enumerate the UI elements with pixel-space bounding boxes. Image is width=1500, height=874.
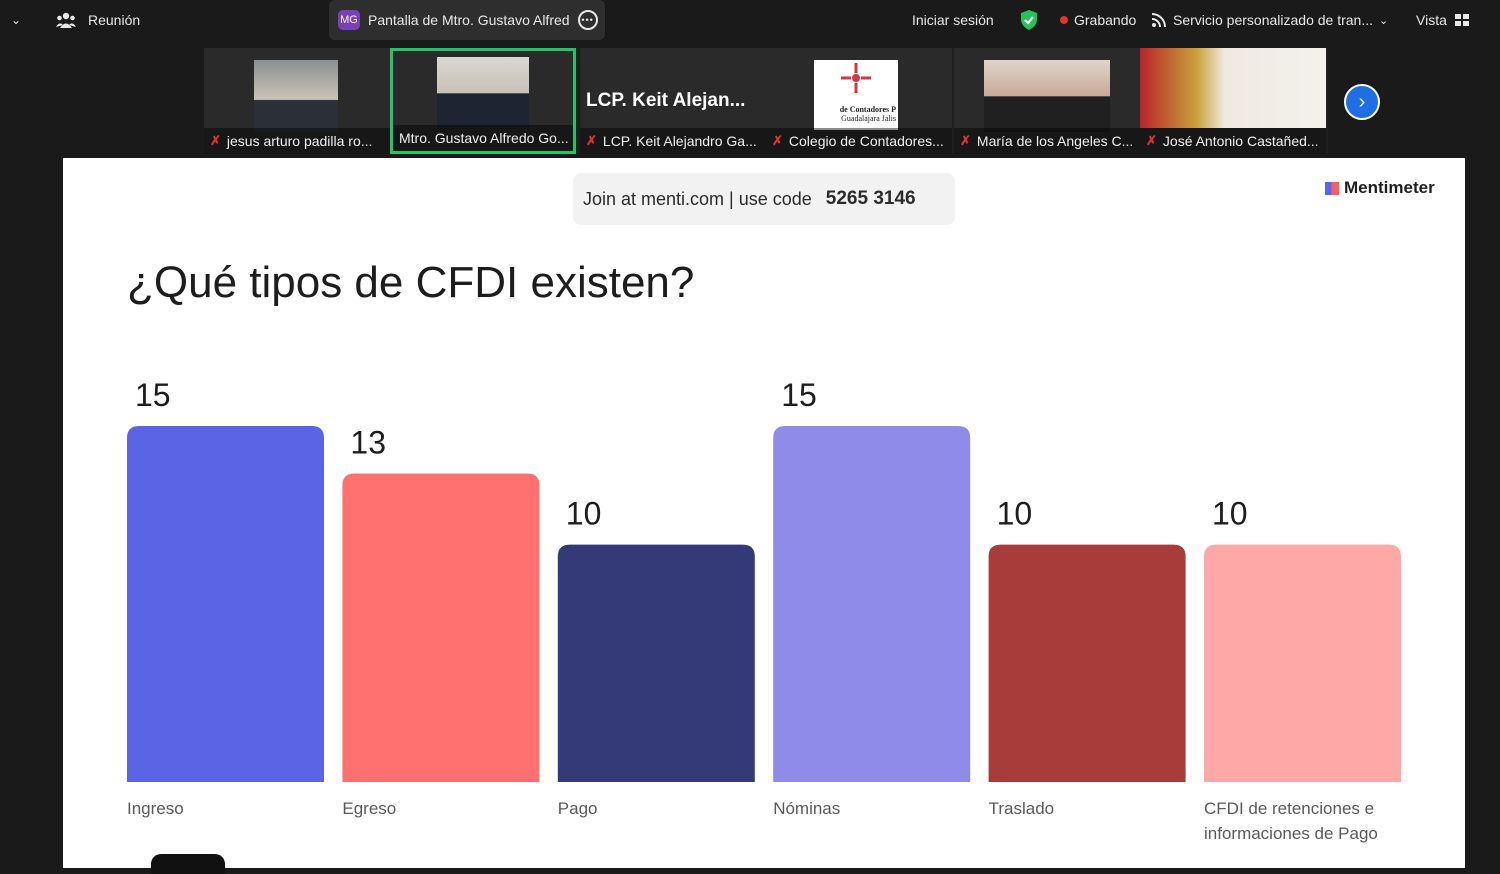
muted-mic-icon: ✗ bbox=[1146, 133, 1157, 148]
category-label: Traslado bbox=[988, 799, 1055, 818]
view-label: Vista bbox=[1416, 12, 1447, 28]
muted-mic-icon: ✗ bbox=[586, 133, 597, 148]
bar-traslado bbox=[988, 544, 1186, 782]
participant-tile-active-speaker[interactable]: Mtro. Gustavo Alfredo Go... bbox=[390, 48, 576, 154]
meeting-info-button[interactable]: Reunión bbox=[56, 0, 140, 40]
meeting-label: Reunión bbox=[88, 12, 141, 28]
category-label: Egreso bbox=[342, 799, 397, 818]
participant-tile[interactable]: ✗ María de los Angeles C... bbox=[954, 48, 1140, 154]
muted-mic-icon: ✗ bbox=[960, 133, 971, 148]
category-label: Ingreso bbox=[127, 799, 184, 818]
bar-value-label: 10 bbox=[997, 496, 1033, 532]
participant-name: Colegio de Contadores... bbox=[788, 133, 944, 149]
participant-video bbox=[984, 60, 1110, 132]
bar-ingreso bbox=[127, 426, 324, 782]
logo-text: de Contadores P bbox=[839, 105, 896, 114]
recording-dot-icon bbox=[1060, 16, 1068, 24]
join-text: Join at menti.com | use code bbox=[583, 188, 812, 209]
bar-value-label: 15 bbox=[135, 377, 171, 413]
question-title: ¿Qué tipos de CFDI existen? bbox=[127, 258, 695, 307]
organization-logo: de Contadores P Guadalajara Jalis bbox=[814, 60, 898, 130]
recording-label: Grabando bbox=[1074, 12, 1137, 28]
participant-name-bar: ✗ María de los Angeles C... bbox=[954, 128, 1140, 154]
chevron-down-icon[interactable]: ⌄ bbox=[10, 13, 22, 27]
broadcast-icon bbox=[1151, 13, 1166, 28]
sign-in-label: Iniciar sesión bbox=[912, 12, 994, 28]
view-menu-button[interactable]: Vista bbox=[1416, 0, 1469, 40]
bar-n-minas bbox=[773, 426, 971, 782]
participant-video bbox=[254, 60, 338, 132]
participant-tile[interactable]: LCP. Keit Alejan... ✗ LCP. Keit Alejandro… bbox=[580, 48, 766, 154]
grid-view-icon bbox=[1454, 14, 1469, 26]
participant-tile[interactable]: ✗ José Antonio Castañed... bbox=[1140, 48, 1326, 154]
bar-cfdi-de-retenciones-e-informaciones-de-pago bbox=[1204, 544, 1401, 782]
security-shield-icon[interactable] bbox=[1018, 0, 1040, 40]
more-options-icon[interactable]: ••• bbox=[577, 10, 598, 30]
sharer-avatar: MG bbox=[338, 10, 360, 30]
brand-name: Mentimeter bbox=[1344, 178, 1435, 197]
bar-egreso bbox=[342, 473, 540, 782]
muted-mic-icon: ✗ bbox=[772, 133, 783, 148]
bar-pago bbox=[557, 544, 755, 782]
participant-name: María de los Angeles C... bbox=[976, 133, 1134, 149]
meeting-topbar: ⌄ Reunión MG Pantalla de Mtro. Gustavo A… bbox=[0, 0, 1500, 40]
shared-slide: Join at menti.com | use code 5265 3146 M… bbox=[63, 158, 1465, 874]
sign-in-button[interactable]: Iniciar sesión bbox=[912, 0, 994, 40]
category-label: Pago bbox=[557, 799, 598, 818]
bar-value-label: 10 bbox=[1212, 496, 1248, 532]
recording-indicator[interactable]: Grabando bbox=[1060, 0, 1136, 40]
service-label: Servicio personalizado de tran... bbox=[1173, 12, 1373, 28]
chevron-right-icon: › bbox=[1358, 90, 1366, 113]
participant-name: LCP. Keit Alejandro Ga... bbox=[602, 133, 757, 149]
participant-tile[interactable]: ✗ jesus arturo padilla ro... bbox=[204, 48, 390, 154]
category-label: Nóminas bbox=[773, 799, 841, 818]
participant-video bbox=[437, 57, 529, 129]
participant-name: José Antonio Castañed... bbox=[1162, 133, 1319, 149]
chevron-down-icon: ⌄ bbox=[1379, 14, 1389, 27]
results-bar-chart: 15 13 10 15 10 10 Ingreso Egreso Pago Nóminas Tra… bbox=[63, 368, 1465, 868]
participant-video bbox=[1140, 48, 1326, 128]
bar-value-label: 10 bbox=[566, 496, 602, 532]
mentimeter-logo-icon bbox=[1325, 181, 1339, 195]
participant-name: jesus arturo padilla ro... bbox=[226, 133, 373, 149]
transcription-service-menu[interactable]: Servicio personalizado de tran... ⌄ bbox=[1151, 0, 1388, 40]
participant-display-name: LCP. Keit Alejan... bbox=[586, 90, 746, 111]
share-title: Pantalla de Mtro. Gustavo Alfred bbox=[368, 12, 570, 28]
logo-text: Guadalajara Jalis bbox=[841, 114, 896, 123]
presenter-pill bbox=[151, 854, 225, 874]
bar-value-label: 13 bbox=[350, 424, 386, 460]
participant-name-bar: ✗ jesus arturo padilla ro... bbox=[204, 128, 390, 154]
screen-share-indicator[interactable]: MG Pantalla de Mtro. Gustavo Alfred ••• bbox=[329, 0, 605, 40]
muted-mic-icon: ✗ bbox=[210, 133, 221, 148]
participant-name-bar: Mtro. Gustavo Alfredo Go... bbox=[393, 125, 573, 151]
participant-name: Mtro. Gustavo Alfredo Go... bbox=[399, 130, 569, 146]
participant-name-bar: ✗ José Antonio Castañed... bbox=[1140, 128, 1326, 154]
join-code: 5265 3146 bbox=[825, 188, 916, 209]
participant-tile[interactable]: de Contadores P Guadalajara Jalis ✗ Coleg… bbox=[766, 48, 952, 154]
people-icon bbox=[56, 12, 76, 28]
participant-name-bar: ✗ LCP. Keit Alejandro Ga... bbox=[580, 128, 766, 154]
participant-name-bar: ✗ Colegio de Contadores... bbox=[766, 128, 952, 154]
next-participants-button[interactable]: › bbox=[1344, 84, 1380, 120]
join-instructions: Join at menti.com | use code 5265 3146 bbox=[573, 173, 955, 225]
bar-chart-svg: 15 13 10 15 10 10 bbox=[127, 377, 1401, 782]
bar-value-label: 15 bbox=[781, 377, 817, 413]
category-label: CFDI de retenciones e informaciones de P… bbox=[1204, 799, 1378, 843]
participant-strip: ✗ jesus arturo padilla ro... Mtro. Gustav… bbox=[204, 48, 1328, 154]
mentimeter-brand: Mentimeter bbox=[1325, 178, 1435, 198]
